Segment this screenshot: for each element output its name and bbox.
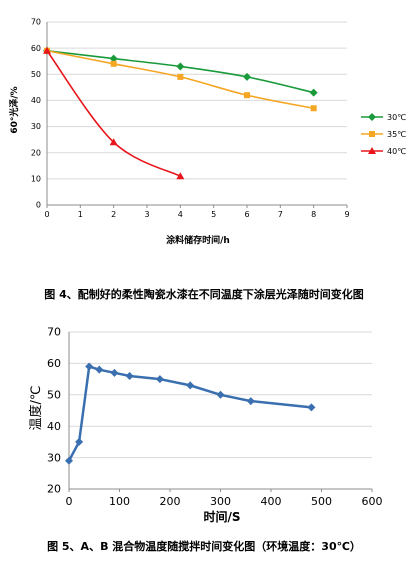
series-40-point xyxy=(43,46,51,54)
y-tick-label: 40 xyxy=(47,420,61,433)
y-tick-label: 30 xyxy=(31,122,41,131)
series-40-point xyxy=(109,138,118,146)
series-0-point xyxy=(110,368,119,377)
x-tick-label: 5 xyxy=(211,210,216,219)
series-35-point xyxy=(244,92,250,99)
legend-label: 40℃ xyxy=(387,147,406,156)
y-axis-label: 60°光泽/% xyxy=(8,86,20,133)
legend-marker xyxy=(368,113,376,121)
x-tick-label: 3 xyxy=(144,210,149,219)
series-30-line xyxy=(46,49,314,94)
x-tick-label: 200 xyxy=(160,495,181,508)
series-30-point xyxy=(176,62,185,71)
figure-5-caption: 图 5、A、B 混合物温度随搅拌时间变化图（环境温度：30℃） xyxy=(47,540,361,553)
x-tick-label: 300 xyxy=(210,495,231,508)
y-tick-label: 50 xyxy=(47,388,61,401)
y-tick-label: 40 xyxy=(31,96,41,105)
y-tick-label: 10 xyxy=(31,175,41,184)
x-tick-label: 0 xyxy=(44,210,49,219)
x-tick-label: 100 xyxy=(109,495,130,508)
series-0-line xyxy=(67,364,312,462)
series-35-point xyxy=(110,60,117,67)
x-tick-label: 0 xyxy=(66,495,73,508)
y-tick-label: 60 xyxy=(47,357,61,370)
x-tick-label: 600 xyxy=(362,495,383,508)
y-tick-label: 70 xyxy=(47,326,61,339)
legend-label: 30℃ xyxy=(387,113,406,122)
x-tick-label: 400 xyxy=(261,495,282,508)
legend-marker xyxy=(368,147,376,154)
gloss-chart: 60°光泽/% 涂料储存时间/h 0 10 20 30 40 50 60 70 0 1 2 3 4 5 6 7… xyxy=(8,18,406,246)
series-0-point xyxy=(65,456,73,465)
y-tick-label: 50 xyxy=(31,70,41,79)
x-axis-label: 涂料储存时间/h xyxy=(166,234,230,246)
x-tick-label: 1 xyxy=(78,210,83,219)
series-0-point xyxy=(246,397,255,406)
series-0-point xyxy=(75,437,84,446)
y-tick-label: 20 xyxy=(47,483,61,496)
series-35-point xyxy=(177,73,184,80)
series-0-point xyxy=(186,381,195,390)
x-axis-label: 时间/S xyxy=(203,509,240,524)
x-tick-label: 7 xyxy=(278,210,283,219)
legend-marker xyxy=(369,131,375,137)
y-axis-label: 温度/℃ xyxy=(28,386,44,431)
y-tick-label: 0 xyxy=(36,201,41,210)
series-0-point xyxy=(155,375,164,384)
x-tick-label: 9 xyxy=(344,210,349,219)
series-40-point xyxy=(176,172,185,180)
x-tick-label: 6 xyxy=(244,210,249,219)
legend-label: 35℃ xyxy=(387,130,406,139)
figure-4-caption: 图 4、配制好的柔性陶瓷水漆在不同温度下涂层光泽随时间变化图 xyxy=(44,288,364,301)
series-0-point xyxy=(216,390,225,399)
y-tick-label: 20 xyxy=(31,148,41,157)
series-35-point xyxy=(310,105,317,112)
y-tick-label: 30 xyxy=(47,451,61,464)
temperature-chart: 温度/℃ 时间/S 20 30 40 50 60 70 0 100 200 300 400 500 60… xyxy=(28,326,383,524)
series-30-point xyxy=(309,88,318,97)
series-0-point xyxy=(125,371,134,380)
y-tick-label: 60 xyxy=(31,44,41,53)
series-0-point xyxy=(307,403,316,412)
x-tick-label: 500 xyxy=(311,495,332,508)
x-tick-label: 2 xyxy=(111,210,116,219)
series-30-point xyxy=(109,54,118,63)
x-tick-label: 8 xyxy=(311,210,316,219)
series-0-point xyxy=(95,365,104,374)
y-tick-label: 70 xyxy=(31,18,41,27)
series-40-line xyxy=(46,50,181,177)
x-tick-label: 4 xyxy=(178,210,183,219)
series-30-point xyxy=(243,72,251,81)
series-0-point xyxy=(85,362,94,371)
